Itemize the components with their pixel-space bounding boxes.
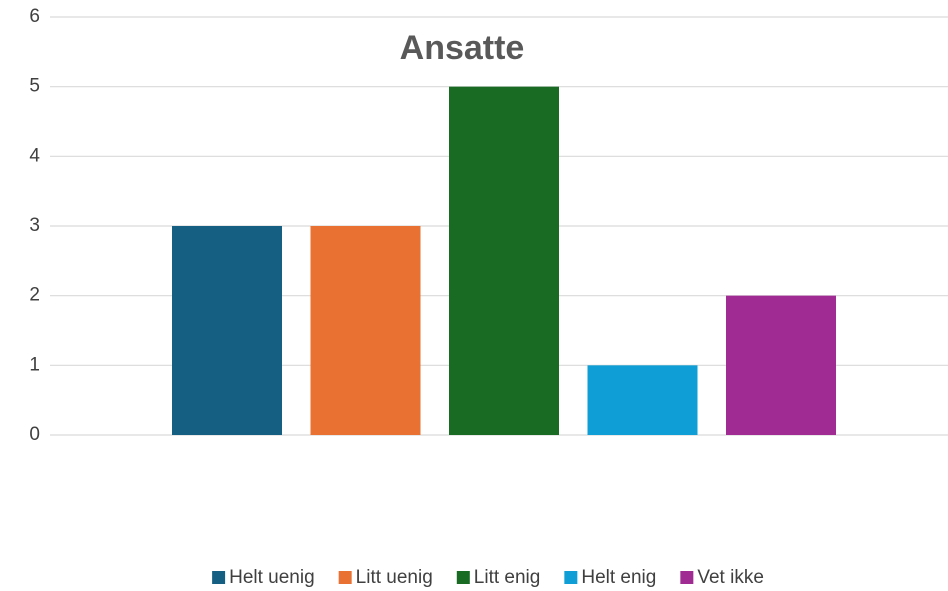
bar [587, 365, 698, 435]
y-tick-label: 2 [29, 285, 40, 306]
y-tick-label: 5 [29, 76, 40, 97]
chart-title: Ansatte [400, 29, 525, 67]
y-tick-label: 0 [29, 424, 40, 445]
legend-label: Litt enig [474, 567, 541, 588]
bar [726, 295, 836, 435]
y-tick-label: 6 [29, 6, 40, 27]
y-tick-label: 4 [29, 145, 40, 166]
bar [172, 226, 282, 435]
legend-label: Litt uenig [356, 567, 433, 588]
y-tick-label: 1 [29, 354, 40, 375]
legend-label: Vet ikke [697, 567, 764, 588]
y-tick-label: 3 [29, 215, 40, 236]
bar [310, 226, 421, 435]
bar [449, 86, 559, 436]
legend-swatch [212, 571, 226, 584]
legend-label: Helt uenig [229, 567, 315, 588]
legend-swatch [680, 571, 694, 584]
legend-swatch [338, 571, 352, 584]
legend-swatch [564, 571, 578, 584]
legend-swatch [456, 571, 470, 584]
legend-label: Helt enig [581, 567, 656, 588]
